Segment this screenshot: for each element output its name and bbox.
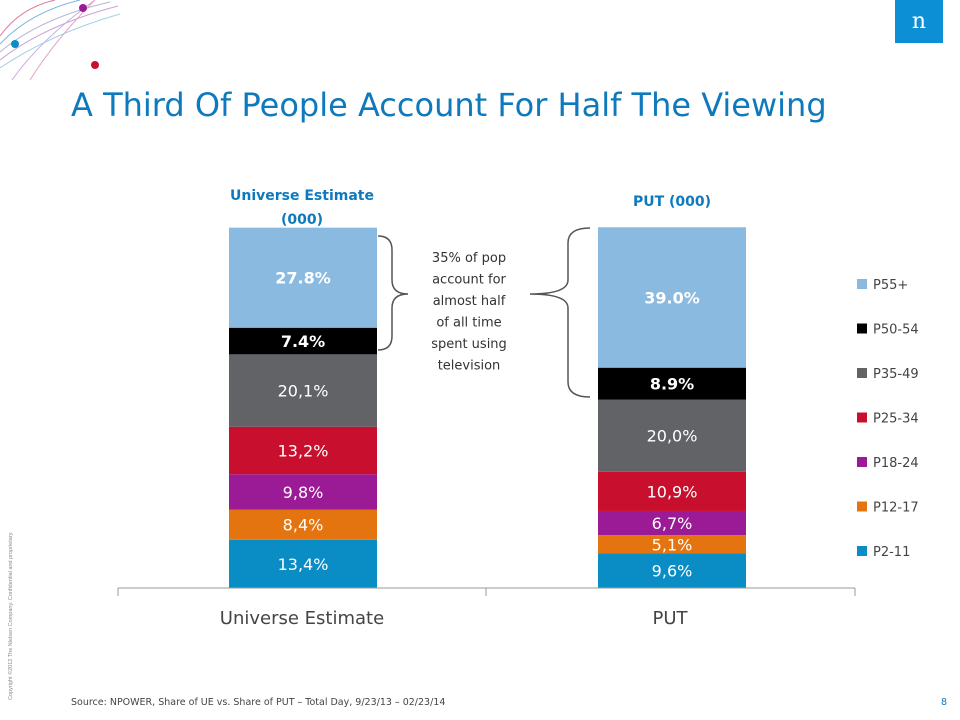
legend-label-p18-24: P18-24 — [873, 456, 919, 471]
legend-swatch-p35-49 — [857, 368, 867, 378]
column-headers: Universe Estimate (000) PUT (000) — [230, 188, 711, 228]
annotation-line-5: spent using — [431, 337, 507, 352]
x-tick-label-put: PUT — [652, 608, 688, 629]
legend: P55+ P50-54 P35-49 P25-34 P18-24 P12-17 P2-11 — [857, 278, 919, 560]
annotation-line-6: television — [438, 359, 501, 374]
legend-label-p12-17: P12-17 — [873, 501, 919, 516]
bar-segment-p35-49-put — [598, 399, 746, 472]
brace-left — [377, 235, 409, 351]
legend-swatch-p12-17 — [857, 501, 867, 512]
decorative-arcs — [0, 0, 120, 80]
legend-label-p50-54: P50-54 — [873, 323, 919, 338]
data-labels-layer: 13,4% 8,4% 9,8% 13,2% 20,1% 7.4% 27.8% 9,6% 5,1%… — [275, 269, 700, 581]
annotation-line-3: almost half — [433, 294, 506, 309]
legend-label-p55plus: P55+ — [873, 278, 908, 293]
legend-swatch-p18-24 — [857, 457, 867, 467]
bar-segment-p50-54-universe — [229, 327, 377, 355]
page-number: 8 — [941, 697, 948, 708]
legend-label-p25-34: P25-34 — [873, 412, 919, 427]
bar-segment-p12-17-universe — [229, 509, 377, 540]
legend-swatch-p2-11 — [857, 546, 867, 556]
slide-title: A Third Of People Account For Half The V… — [71, 86, 827, 124]
data-label-p12-17-put: 5,1% — [652, 535, 693, 554]
annotation-line-1: 35% of pop — [432, 251, 506, 266]
annotation-callout: 35% of pop account for almost half of all t… — [377, 227, 591, 398]
legend-swatch-p50-54 — [857, 323, 867, 334]
legend-label-p2-11: P2-11 — [873, 545, 910, 560]
bar-segment-p25-34-put — [598, 471, 746, 511]
data-label-p35-49-universe: 20,1% — [278, 382, 329, 401]
data-label-p35-49-put: 20,0% — [647, 427, 698, 446]
bar-segment-p55plus-universe — [229, 227, 377, 328]
data-label-p12-17-universe: 8,4% — [283, 516, 324, 535]
data-label-p2-11-put: 9,6% — [652, 562, 693, 581]
brace-right — [529, 227, 591, 398]
bar-segment-p18-24-put — [598, 510, 746, 536]
legend-swatch-p25-34 — [857, 412, 867, 423]
nielsen-logo: n — [895, 0, 943, 43]
data-label-p2-11-universe: 13,4% — [278, 555, 329, 574]
annotation-line-4: of all time — [436, 316, 501, 331]
data-label-p18-24-universe: 9,8% — [283, 483, 324, 502]
data-label-p55plus-universe: 27.8% — [275, 269, 331, 288]
x-tick-label-universe: Universe Estimate — [220, 608, 384, 629]
bar-segment-p18-24-universe — [229, 474, 377, 510]
bars-layer — [229, 227, 746, 588]
data-label-p25-34-universe: 13,2% — [278, 441, 329, 460]
data-label-p25-34-put: 10,9% — [647, 482, 698, 501]
bar-segment-p35-49-universe — [229, 354, 377, 427]
source-note: Source: NPOWER, Share of UE vs. Share of… — [71, 697, 446, 708]
bar-segment-p12-17-put — [598, 535, 746, 554]
column-header-universe-line-2: (000) — [281, 212, 323, 228]
data-label-p50-54-put: 8.9% — [650, 375, 694, 394]
data-label-p50-54-universe: 7.4% — [281, 332, 325, 351]
column-header-put-line-1: PUT (000) — [633, 194, 711, 210]
bar-segment-p2-11-put — [598, 553, 746, 588]
annotation-line-2: account for — [432, 273, 506, 288]
bar-segment-p55plus-put — [598, 227, 746, 368]
legend-label-p35-49: P35-49 — [873, 367, 919, 382]
data-label-p18-24-put: 6,7% — [652, 514, 693, 533]
data-label-p55plus-put: 39.0% — [644, 288, 700, 307]
x-axis: Universe Estimate PUT — [117, 587, 856, 629]
bar-segment-p50-54-put — [598, 367, 746, 400]
column-header-universe-line-1: Universe Estimate — [230, 188, 374, 204]
legend-swatch-p55plus — [857, 279, 867, 289]
bar-segment-p25-34-universe — [229, 426, 377, 475]
bar-segment-p2-11-universe — [229, 539, 377, 588]
